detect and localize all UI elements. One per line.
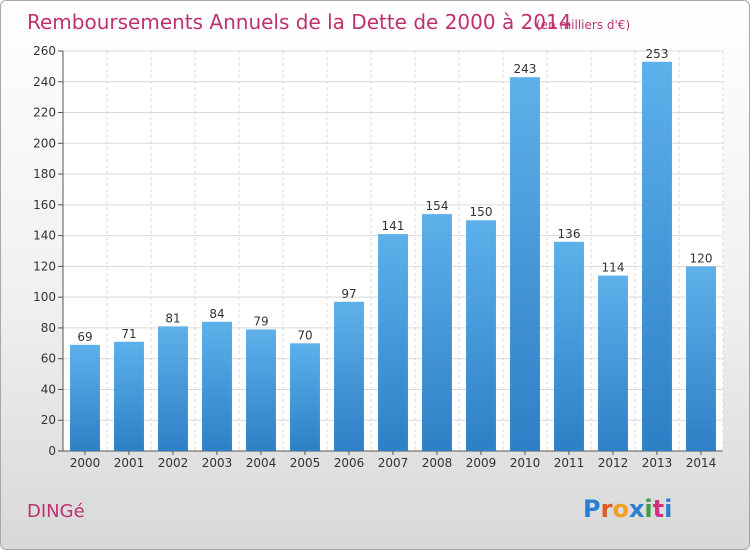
y-tick-label: 200 xyxy=(33,136,56,150)
value-labels: 69 71 81 84 79 70 97 141 154 150 243 136 114 253 120 xyxy=(77,47,712,344)
x-tick-label: 2003 xyxy=(202,456,233,470)
bar-2004 xyxy=(246,329,276,451)
y-tick-label: 100 xyxy=(33,290,56,304)
value-label: 97 xyxy=(341,287,356,301)
value-label: 69 xyxy=(77,330,92,344)
y-tick-label: 160 xyxy=(33,198,56,212)
bar-2008 xyxy=(422,214,452,451)
value-label: 71 xyxy=(121,327,136,341)
value-label: 243 xyxy=(514,62,537,76)
x-tick-label: 2008 xyxy=(422,456,453,470)
brand-letter: i xyxy=(664,495,672,523)
y-tick-label: 120 xyxy=(33,259,56,273)
value-label: 81 xyxy=(165,311,180,325)
x-tick-label: 2001 xyxy=(114,456,145,470)
value-label: 150 xyxy=(470,205,493,219)
bar-2013 xyxy=(642,61,672,452)
y-tick-label: 180 xyxy=(33,167,56,181)
value-label: 154 xyxy=(426,199,449,213)
y-tick-label: 80 xyxy=(41,321,56,335)
bar-2000 xyxy=(70,344,100,451)
bar-2001 xyxy=(114,341,144,451)
brand-letter: x xyxy=(629,495,645,523)
value-label: 70 xyxy=(297,328,312,342)
bar-2006 xyxy=(334,301,364,451)
y-tick-label: 240 xyxy=(33,75,56,89)
x-tick-label: 2013 xyxy=(642,456,673,470)
y-tick-labels: 0 20 40 60 80 100 120 140 160 180 200 220 240 260 xyxy=(33,44,56,458)
bar-2012 xyxy=(598,275,628,451)
municipality-name: DINGé xyxy=(27,501,85,522)
brand-letter: o xyxy=(612,495,629,523)
bar-2003 xyxy=(202,321,232,451)
y-tick-label: 20 xyxy=(41,413,56,427)
bar-2005 xyxy=(290,343,320,451)
x-tick-labels: 2000 2001 2002 2003 2004 2005 2006 2007 2008 2009… xyxy=(70,456,717,470)
x-tick-label: 2010 xyxy=(510,456,541,470)
chart-subtitle: (en milliers d'€) xyxy=(536,18,630,32)
x-tick-label: 2002 xyxy=(158,456,189,470)
x-tick-label: 2011 xyxy=(554,456,585,470)
value-label: 141 xyxy=(382,219,405,233)
chart-title: Remboursements Annuels de la Dette de 20… xyxy=(27,10,571,34)
value-label: 253 xyxy=(646,47,669,61)
brand-logo: Proxiti xyxy=(583,495,672,523)
bar-2007 xyxy=(378,234,408,451)
bar-2009 xyxy=(466,220,496,451)
x-tick-label: 2006 xyxy=(334,456,365,470)
y-tick-label: 260 xyxy=(33,44,56,58)
value-label: 84 xyxy=(209,307,224,321)
y-tick-label: 40 xyxy=(41,382,56,396)
bars xyxy=(70,61,716,452)
bar-2010 xyxy=(510,77,540,452)
value-label: 79 xyxy=(253,314,268,328)
brand-letter: t xyxy=(653,495,664,523)
x-tick-label: 2009 xyxy=(466,456,497,470)
bar-2002 xyxy=(158,326,188,451)
x-tick-label: 2005 xyxy=(290,456,321,470)
bar-2011 xyxy=(554,241,584,451)
x-tick-label: 2012 xyxy=(598,456,629,470)
brand-letter: i xyxy=(644,495,652,523)
y-tick-label: 0 xyxy=(48,444,56,458)
value-label: 114 xyxy=(602,261,625,275)
y-tick-label: 60 xyxy=(41,352,56,366)
value-label: 120 xyxy=(690,251,713,265)
y-tick-label: 140 xyxy=(33,229,56,243)
brand-letter: P xyxy=(583,495,601,523)
x-tick-label: 2004 xyxy=(246,456,277,470)
x-tick-label: 2007 xyxy=(378,456,409,470)
bar-2014 xyxy=(686,266,716,451)
x-tick-label: 2000 xyxy=(70,456,101,470)
y-tick-label: 220 xyxy=(33,106,56,120)
brand-letter: r xyxy=(601,495,613,523)
x-tick-label: 2014 xyxy=(686,456,717,470)
value-label: 136 xyxy=(558,227,581,241)
